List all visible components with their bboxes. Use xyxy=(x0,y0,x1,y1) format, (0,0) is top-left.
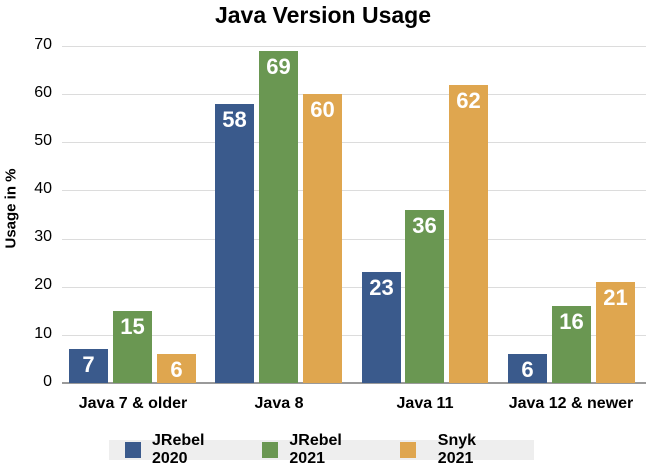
gridline xyxy=(62,142,646,143)
bar-value: 69 xyxy=(266,54,291,79)
y-tick: 50 xyxy=(34,132,52,149)
bar-snyk2021-java12: 21 xyxy=(596,282,635,383)
bar-jrebel2020-java8: 58 xyxy=(215,104,254,383)
y-tick: 20 xyxy=(34,276,52,293)
bar-value: 7 xyxy=(82,352,95,377)
plot-area: 7 15 6 58 69 60 23 36 62 6 16 21 xyxy=(62,46,646,384)
bar-value: 16 xyxy=(559,309,584,334)
x-tick-label: Java 12 & newer xyxy=(508,395,634,412)
bar-value: 23 xyxy=(369,275,394,300)
bar-value: 6 xyxy=(170,357,183,382)
gridline xyxy=(62,287,646,288)
bar-value: 21 xyxy=(603,285,628,310)
bar-jrebel2021-java11: 36 xyxy=(405,210,444,383)
gridline xyxy=(62,335,646,336)
gridline xyxy=(62,239,646,240)
x-tick-label: Java 11 xyxy=(396,395,454,412)
legend-swatch xyxy=(125,442,141,458)
gridline xyxy=(62,190,646,191)
x-axis xyxy=(62,382,646,384)
gridline xyxy=(62,46,646,47)
y-axis-label: Usage in % xyxy=(2,168,20,249)
gridline xyxy=(62,94,646,95)
x-tick-label: Java 8 xyxy=(254,395,304,412)
y-tick: 60 xyxy=(34,84,52,101)
chart-title: Java Version Usage xyxy=(214,2,432,28)
y-tick: 0 xyxy=(43,373,52,390)
y-tick: 30 xyxy=(34,228,52,245)
x-tick-label: Java 7 & older xyxy=(78,395,188,412)
legend-swatch xyxy=(399,442,416,458)
bar-snyk2021-java11: 62 xyxy=(449,85,488,383)
legend-swatch xyxy=(262,442,279,458)
bar-jrebel2020-java7: 7 xyxy=(69,349,108,383)
y-tick: 70 xyxy=(34,36,52,53)
bar-jrebel2021-java12: 16 xyxy=(552,306,591,383)
bar-value: 15 xyxy=(120,314,145,339)
bar-jrebel2021-java8: 69 xyxy=(259,51,298,383)
bar-value: 36 xyxy=(412,213,437,238)
y-tick: 40 xyxy=(34,180,52,197)
bar-value: 6 xyxy=(521,357,534,382)
y-tick: 10 xyxy=(34,325,52,342)
bar-value: 62 xyxy=(456,88,481,113)
bar-jrebel2021-java7: 15 xyxy=(113,311,152,383)
bar-jrebel2020-java11: 23 xyxy=(362,272,401,383)
bar-value: 60 xyxy=(310,97,335,122)
legend: JRebel 2020 JRebel 2021 Snyk 2021 xyxy=(109,432,534,467)
bar-value: 58 xyxy=(222,107,247,132)
bar-jrebel2020-java12: 6 xyxy=(508,354,547,383)
bar-snyk2021-java7: 6 xyxy=(157,354,196,383)
bar-snyk2021-java8: 60 xyxy=(303,94,342,383)
